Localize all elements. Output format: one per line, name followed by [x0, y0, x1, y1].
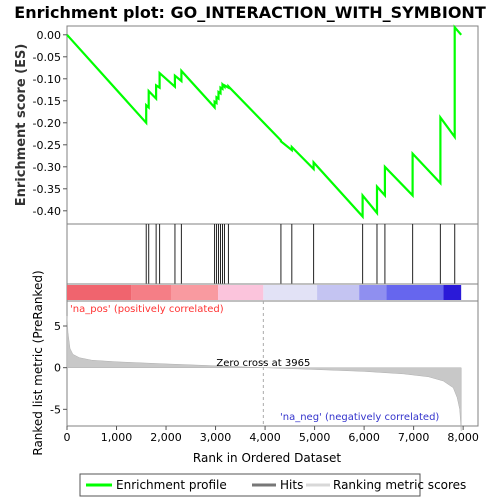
legend-enrichment-label: Enrichment profile	[116, 478, 227, 492]
color-bar-segment	[386, 285, 444, 300]
es-ytick-label: -0.30	[33, 161, 61, 174]
legend: Enrichment profile Hits Ranking metric s…	[79, 473, 466, 497]
color-bar-segment	[317, 285, 360, 300]
es-ytick-label: -0.40	[33, 205, 61, 218]
rank-xlabel: Rank in Ordered Dataset	[193, 451, 341, 465]
positive-correlated-label: 'na_pos' (positively correlated)	[70, 304, 224, 315]
rank-xtick-label: 7,000	[398, 431, 430, 444]
legend-hits-label: Hits	[280, 478, 303, 492]
legend-frame	[79, 473, 421, 497]
rank-xticks: 0 1,000 2,000 3,000 4,000 5,000 6,000 7,000 8,00…	[64, 426, 479, 444]
es-ylabel: Enrichment score (ES)	[14, 44, 29, 207]
rank-xtick-label: 6,000	[348, 431, 380, 444]
rank-xtick-label: 5,000	[299, 431, 331, 444]
enrichment-profile-line	[66, 24, 463, 220]
rank-xtick-label: 1,000	[101, 431, 133, 444]
color-bar-segment	[443, 285, 462, 300]
color-bar	[66, 283, 479, 302]
color-bar-segment	[67, 285, 132, 300]
rank-xtick-label: 8,000	[447, 431, 479, 444]
rank-ytick-label: 5	[54, 320, 61, 333]
rank-panel: Zero cross at 3965 'na_pos' (positively …	[31, 270, 479, 465]
hits-panel-frame	[66, 223, 479, 285]
es-ytick-label: -0.15	[33, 95, 61, 108]
rank-xtick-label: 4,000	[249, 431, 281, 444]
es-ytick-label: -0.25	[33, 139, 61, 152]
rank-xtick-label: 0	[64, 431, 71, 444]
es-panel: 0.00 -0.05 -0.10 -0.15 -0.20 -0.25 -0.30 -0.35 -…	[14, 24, 479, 225]
rank-ytick-label: 0	[54, 362, 61, 375]
rank-ytick-label: -5	[50, 403, 61, 416]
color-bar-segment	[263, 285, 318, 300]
hits-panel	[66, 223, 479, 285]
rank-ylabel: Ranked list metric (PreRanked)	[31, 270, 45, 455]
zero-cross-label: Zero cross at 3965	[216, 358, 310, 369]
rank-yticks: 5 0 -5	[50, 320, 67, 416]
es-yticks: 0.00 -0.05 -0.10 -0.15 -0.20 -0.25 -0.30 -0.35 -…	[33, 29, 67, 218]
es-ytick-label: 0.00	[37, 29, 62, 42]
legend-metric-label: Ranking metric scores	[333, 478, 466, 492]
negative-correlated-label: 'na_neg' (negatively correlated)	[280, 412, 439, 423]
hit-lines	[145, 224, 456, 284]
color-bar-segment	[218, 285, 264, 300]
color-bar-segments	[67, 285, 462, 300]
es-panel-frame	[66, 25, 479, 225]
es-ytick-label: -0.05	[33, 51, 61, 64]
es-ytick-label: -0.35	[33, 183, 61, 196]
color-bar-segment	[170, 285, 219, 300]
es-ytick-label: -0.10	[33, 73, 61, 86]
color-bar-segment	[359, 285, 387, 300]
rank-xtick-label: 2,000	[150, 431, 182, 444]
color-bar-segment	[131, 285, 171, 300]
ranking-metric-area	[66, 315, 462, 432]
chart-title: Enrichment plot: GO_INTERACTION_WITH_SYM…	[14, 3, 486, 22]
rank-xtick-label: 3,000	[200, 431, 232, 444]
es-ytick-label: -0.20	[33, 117, 61, 130]
